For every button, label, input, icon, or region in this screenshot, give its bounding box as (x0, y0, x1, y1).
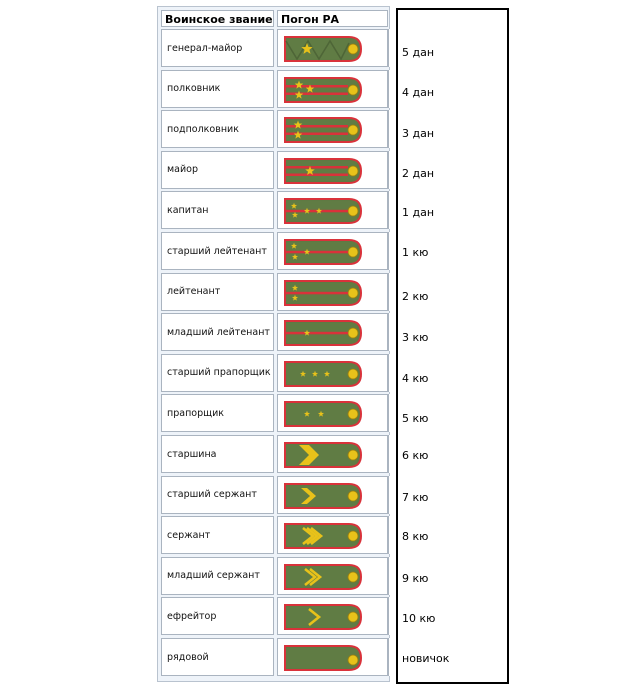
strap-cell (277, 232, 388, 270)
rank-label: капитан (161, 191, 274, 230)
strap-cell (277, 313, 388, 352)
junior-sergeant-shoulder-strap (283, 563, 363, 595)
colonel-shoulder-strap (283, 76, 363, 108)
rank-label: младший сержант (161, 556, 274, 595)
rank-label: старшина (161, 435, 274, 473)
level-label: 2 кю (402, 290, 429, 303)
strap-cell (277, 638, 388, 676)
rank-label: майор (161, 150, 274, 189)
rank-label: младший лейтенант (161, 313, 274, 352)
senior-sergeant-shoulder-strap (283, 482, 363, 514)
rank-label: сержант (161, 516, 274, 555)
strap-cell (277, 597, 388, 636)
strap-cell (277, 110, 388, 149)
strap-cell (277, 475, 388, 514)
level-label: 6 кю (402, 449, 429, 462)
table-edge (388, 110, 391, 149)
junior-lieutenant-shoulder-strap (283, 319, 363, 351)
rank-label: старший лейтенант (161, 232, 274, 270)
warrant-officer-shoulder-strap (283, 400, 363, 432)
rank-label: рядовой (161, 638, 274, 676)
level-label: 1 кю (402, 246, 429, 259)
general-major-shoulder-strap (283, 35, 363, 67)
level-box (396, 8, 509, 684)
rank-label: полковник (161, 69, 274, 108)
strap-cell (277, 272, 388, 311)
rank-label: старший прапорщик (161, 353, 274, 392)
rank-label: генерал-майор (161, 29, 274, 67)
strap-cell (277, 435, 388, 473)
corporal-shoulder-strap (283, 603, 363, 635)
lieutenant-colonel-shoulder-strap (283, 116, 363, 148)
table-edge (388, 150, 391, 189)
level-label: 4 дан (402, 86, 435, 99)
table-edge (388, 516, 391, 555)
level-label: 7 кю (402, 491, 429, 504)
strap-cell (277, 556, 388, 595)
strap-cell (277, 191, 388, 230)
rank-label: подполковник (161, 110, 274, 149)
table-edge (388, 394, 391, 433)
table-edge (388, 475, 391, 514)
table-edge (388, 232, 391, 270)
private-shoulder-strap (283, 644, 363, 676)
rank-label: ефрейтор (161, 597, 274, 636)
captain-shoulder-strap (283, 197, 363, 229)
sergeant-shoulder-strap (283, 522, 363, 554)
strap-cell (277, 29, 388, 67)
major-shoulder-strap (283, 157, 363, 189)
table-edge (388, 353, 391, 392)
level-label: 2 дан (402, 167, 435, 180)
strap-cell (277, 394, 388, 433)
table-edge (388, 638, 391, 676)
header-rank: Воинское звание (161, 10, 274, 27)
table-edge (388, 69, 391, 108)
level-label: 9 кю (402, 572, 429, 585)
table-edge (388, 556, 391, 595)
table-edge (388, 435, 391, 473)
level-label: 10 кю (402, 612, 436, 625)
rank-label: прапорщик (161, 394, 274, 433)
rank-label: лейтенант (161, 272, 274, 311)
level-label: 5 кю (402, 412, 429, 425)
level-label: 3 дан (402, 127, 435, 140)
table-edge (388, 597, 391, 636)
sergeant-major-shoulder-strap (283, 441, 363, 473)
table-edge (388, 29, 391, 67)
senior-warrant-officer-shoulder-strap (283, 360, 363, 392)
level-label: новичок (402, 652, 450, 665)
level-label: 5 дан (402, 46, 435, 59)
table-edge (388, 272, 391, 311)
table-edge (388, 191, 391, 230)
senior-lieutenant-shoulder-strap (283, 238, 363, 270)
level-label: 8 кю (402, 530, 429, 543)
level-label: 1 дан (402, 206, 435, 219)
strap-cell (277, 150, 388, 189)
level-label: 3 кю (402, 331, 429, 344)
lieutenant-shoulder-strap (283, 279, 363, 311)
table-edge (388, 313, 391, 352)
strap-cell (277, 69, 388, 108)
level-label: 4 кю (402, 372, 429, 385)
strap-cell (277, 353, 388, 392)
strap-cell (277, 516, 388, 555)
rank-label: старший сержант (161, 475, 274, 514)
rank-table: Воинское звание Погон РА генерал-майор по… (157, 6, 391, 682)
header-strap: Погон РА (277, 10, 388, 27)
